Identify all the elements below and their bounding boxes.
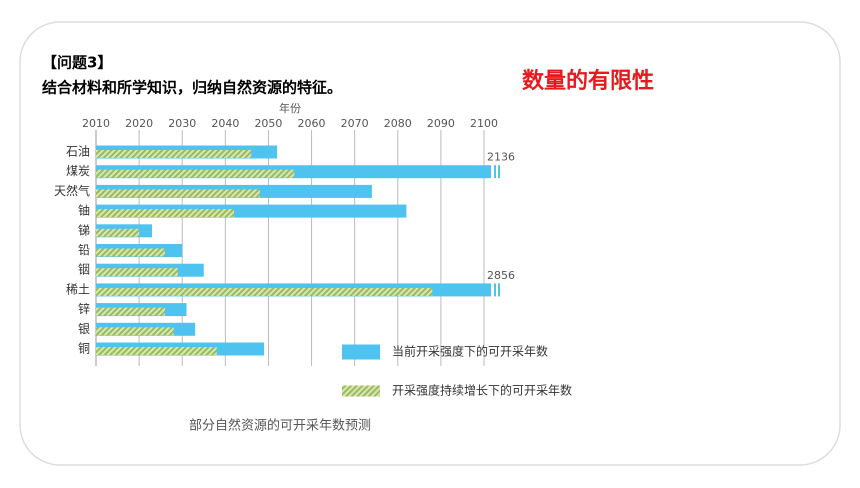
y-tick-label: 铀 bbox=[78, 204, 90, 218]
question-prompt: 结合材料和所学知识，归纳自然资源的特征。 bbox=[42, 79, 342, 97]
x-tick-label: 2030 bbox=[168, 117, 196, 130]
y-tick-label: 天然气 bbox=[54, 183, 90, 198]
legend-swatch bbox=[342, 385, 380, 397]
y-tick-label: 银 bbox=[78, 322, 90, 336]
bar bbox=[96, 307, 165, 316]
y-tick-label: 煤炭 bbox=[66, 164, 90, 178]
y-tick-label: 石油 bbox=[66, 145, 90, 159]
bar bbox=[96, 169, 295, 178]
y-tick-label: 铜 bbox=[78, 341, 90, 356]
legend-swatch bbox=[342, 344, 380, 360]
bar bbox=[96, 209, 234, 218]
y-tick-label: 锌 bbox=[78, 302, 90, 316]
bar bbox=[96, 248, 165, 257]
bar bbox=[96, 327, 174, 336]
x-tick-label: 2010 bbox=[82, 117, 110, 130]
break-mark bbox=[494, 165, 496, 179]
bar bbox=[96, 347, 217, 355]
legend-label: 当前开采强度下的可开采年数 bbox=[392, 344, 548, 359]
x-axis-label: 年份 bbox=[279, 101, 301, 115]
bar bbox=[96, 268, 178, 277]
bar bbox=[96, 287, 433, 296]
y-tick-label: 铅 bbox=[78, 243, 90, 257]
break-mark bbox=[498, 283, 500, 297]
y-tick-label: 锑 bbox=[78, 223, 90, 237]
bar bbox=[96, 189, 260, 198]
break-mark bbox=[498, 165, 500, 179]
y-tick-label: 稀土 bbox=[66, 282, 90, 296]
break-mark bbox=[494, 283, 496, 297]
bar bbox=[96, 228, 140, 237]
x-tick-label: 2080 bbox=[384, 117, 412, 130]
x-tick-label: 2060 bbox=[298, 117, 326, 130]
legend-label: 开采强度持续增长下的可开采年数 bbox=[392, 383, 572, 398]
chart-title: 部分自然资源的可开采年数预测 bbox=[189, 418, 371, 434]
x-tick-label: 2050 bbox=[254, 117, 282, 130]
x-tick-label: 2090 bbox=[427, 117, 455, 130]
x-tick-label: 2070 bbox=[341, 117, 369, 130]
answer: 数量的有限性 bbox=[522, 68, 654, 94]
y-tick-label: 铟 bbox=[78, 263, 90, 277]
x-tick-label: 2020 bbox=[125, 117, 153, 130]
bar bbox=[96, 150, 252, 158]
value-label: 2856 bbox=[487, 269, 515, 282]
x-tick-label: 2100 bbox=[470, 117, 498, 130]
x-tick-label: 2040 bbox=[211, 117, 239, 130]
value-label: 2136 bbox=[487, 151, 515, 164]
question-label: 【问题3】 bbox=[42, 54, 112, 72]
